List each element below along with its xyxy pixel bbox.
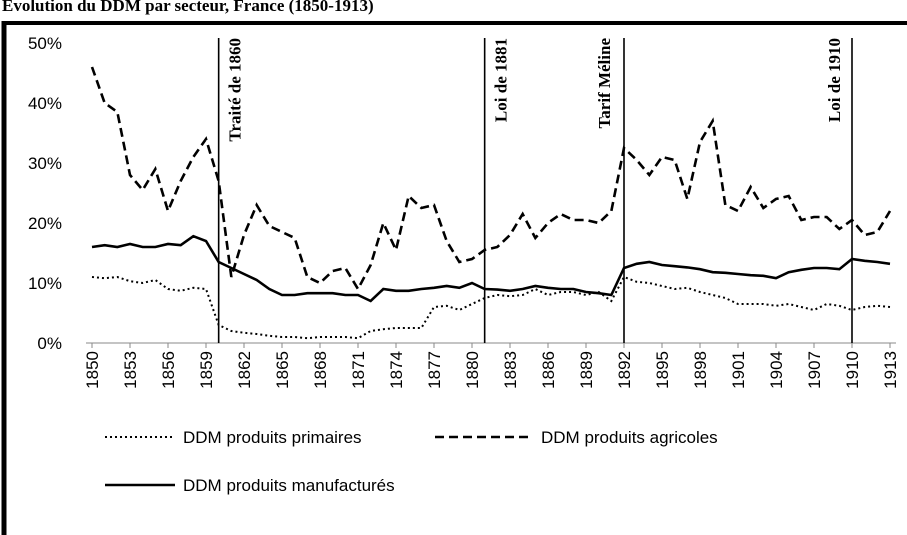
y-tick-label: 30% [28, 154, 62, 173]
legend-label: DDM produits primaires [183, 428, 362, 447]
y-tick-label: 40% [28, 94, 62, 113]
y-tick-label: 10% [28, 274, 62, 293]
event-label: Loi de 1881 [492, 38, 511, 122]
x-tick-label: 1865 [273, 351, 292, 389]
x-tick-label: 1880 [463, 351, 482, 389]
x-tick-label: 1862 [235, 351, 254, 389]
x-tick-label: 1868 [311, 351, 330, 389]
x-tick-label: 1859 [197, 351, 216, 389]
chart-title: Évolution du DDM par secteur, France (18… [2, 0, 374, 15]
x-tick-label: 1910 [843, 351, 862, 389]
x-tick-label: 1907 [805, 351, 824, 389]
y-tick-label: 0% [37, 334, 62, 353]
x-tick-label: 1901 [729, 351, 748, 389]
x-tick-label: 1895 [653, 351, 672, 389]
x-tick-label: 1898 [691, 351, 710, 389]
x-tick-label: 1856 [159, 351, 178, 389]
event-label: Loi de 1910 [825, 38, 844, 122]
x-tick-label: 1874 [387, 351, 406, 389]
x-tick-label: 1877 [425, 351, 444, 389]
x-tick-label: 1886 [539, 351, 558, 389]
x-tick-label: 1892 [615, 351, 634, 389]
y-tick-label: 50% [28, 34, 62, 53]
x-tick-label: 1871 [349, 351, 368, 389]
x-tick-label: 1853 [121, 351, 140, 389]
x-tick-label: 1850 [83, 351, 102, 389]
legend-label: DDM produits manufacturés [183, 476, 395, 495]
x-tick-label: 1904 [767, 351, 786, 389]
series-line [91, 275, 891, 340]
event-label: Traité de 1860 [226, 38, 245, 142]
x-tick-label: 1889 [577, 351, 596, 389]
legend-label: DDM produits agricoles [541, 428, 718, 447]
series-line [90, 66, 892, 292]
series-line [91, 234, 891, 303]
x-tick-label: 1913 [881, 351, 900, 389]
y-tick-label: 20% [28, 214, 62, 233]
event-label: Tarif Méline [595, 38, 614, 129]
x-tick-label: 1883 [501, 351, 520, 389]
